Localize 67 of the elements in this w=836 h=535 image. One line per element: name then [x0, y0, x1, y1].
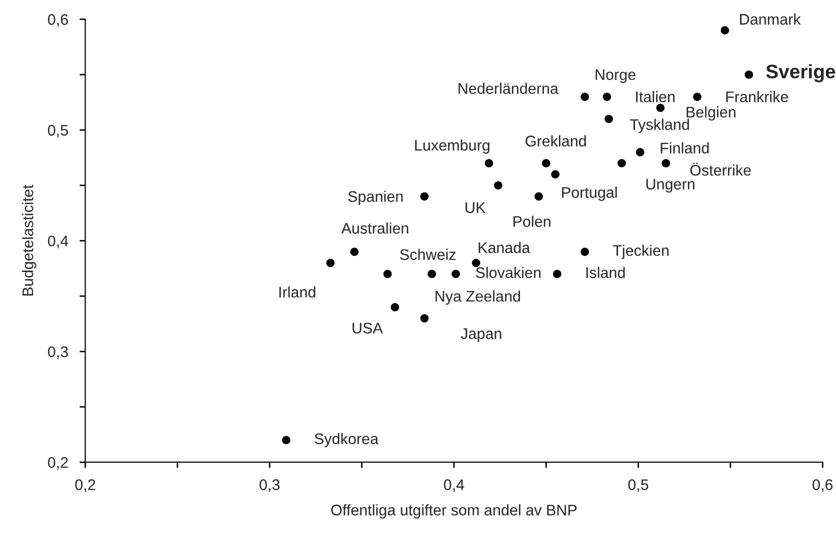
point [602, 92, 612, 101]
annotation: Australien [341, 222, 408, 234]
point [484, 159, 494, 168]
point [656, 104, 665, 112]
annotation: Grekland [526, 135, 586, 146]
point [542, 159, 550, 168]
point [326, 258, 335, 268]
annotation: Polen [514, 216, 550, 227]
annotation: Irland [279, 286, 316, 298]
point [744, 70, 754, 79]
y-axis-title: Budgetelasticitet [22, 184, 36, 296]
annotation: Luxemburg [415, 139, 490, 154]
annotation: Norge [596, 69, 636, 84]
point [350, 248, 359, 256]
annotation: Frankrike [726, 91, 788, 102]
x-axis-title: Offentliga utgifter som andel av BNP [331, 504, 577, 518]
point [662, 159, 670, 168]
annotation: Portugal [562, 186, 617, 201]
point [472, 258, 480, 268]
point [720, 26, 730, 34]
annotation: USA [352, 322, 383, 334]
y-tick-label: 0,4 [48, 236, 68, 248]
annotation: Nya Zeeland [436, 290, 520, 305]
x-tick-label: 0,3 [260, 479, 280, 492]
y-tick-label: 0,6 [48, 14, 68, 27]
point [580, 92, 589, 101]
y-tick-label: 0,2 [48, 457, 68, 470]
annotation: UK [466, 202, 486, 214]
point [636, 148, 644, 156]
annotation: Slovakien [476, 266, 540, 278]
x-tick-label: 0,2 [75, 479, 96, 492]
annotation: Sydkorea [314, 432, 379, 448]
annotation: Sverige [766, 64, 836, 82]
point [534, 192, 543, 201]
annotation: Ungern [646, 178, 694, 193]
annotation: Finland [660, 142, 709, 154]
point [282, 436, 290, 444]
x-tick-label: 0,4 [444, 479, 464, 492]
point [420, 192, 429, 201]
point [580, 248, 589, 256]
y-tick-label: 0,5 [48, 124, 68, 138]
point [618, 159, 626, 168]
point [494, 181, 502, 190]
annotation: Tjeckien [612, 244, 669, 259]
point [604, 114, 613, 124]
annotation: Island [586, 266, 625, 278]
annotation: Österrike [690, 162, 751, 176]
y-tick-label: 0,3 [48, 346, 68, 359]
point [553, 270, 562, 278]
annotation: Kanada [478, 242, 530, 254]
annotation: Spanien [348, 190, 403, 205]
point [383, 270, 392, 278]
point [390, 303, 400, 312]
annotation: Italien [636, 91, 675, 102]
point [551, 170, 560, 178]
annotation: Japan [460, 328, 502, 342]
annotation: Tyskland [630, 118, 689, 133]
annotation: Nederländerna [458, 82, 558, 94]
point [420, 314, 429, 322]
annotation: Belgien [686, 106, 736, 121]
x-tick-label: 0,5 [628, 479, 648, 492]
annotation: Schweiz [400, 248, 456, 260]
x-tick-label: 0,6 [812, 479, 833, 492]
point [428, 270, 436, 278]
point [693, 92, 702, 101]
point [452, 270, 460, 278]
annotation: Danmark [740, 13, 801, 25]
